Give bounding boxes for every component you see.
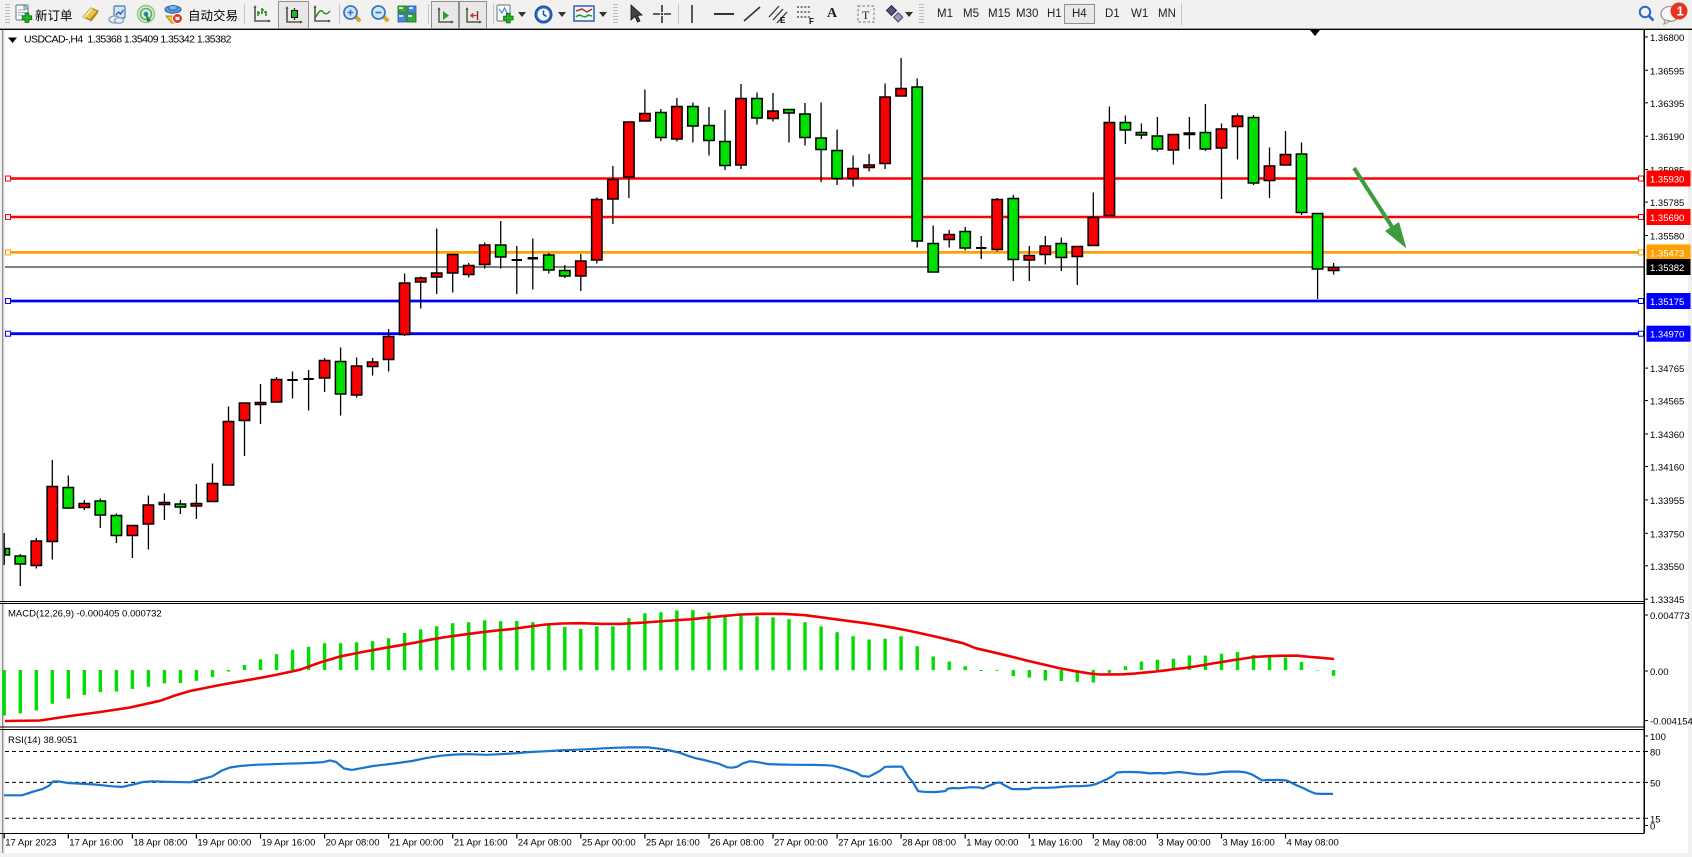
svg-text:1.36595: 1.36595 [1650, 66, 1684, 77]
svg-text:21 Apr 16:00: 21 Apr 16:00 [454, 838, 508, 849]
svg-text:18 Apr 08:00: 18 Apr 08:00 [133, 838, 187, 849]
svg-text:0.004773: 0.004773 [1650, 611, 1690, 622]
svg-text:1.35785: 1.35785 [1650, 198, 1684, 209]
svg-text:80: 80 [1650, 748, 1661, 759]
svg-text:USDCAD-,H4 1.35368 1.35409 1.: USDCAD-,H4 1.35368 1.35409 1.35342 1.353… [24, 34, 232, 46]
svg-text:3 May 16:00: 3 May 16:00 [1223, 838, 1275, 849]
svg-text:24 Apr 08:00: 24 Apr 08:00 [518, 838, 572, 849]
svg-text:27 Apr 00:00: 27 Apr 00:00 [774, 838, 828, 849]
svg-text:1.34360: 1.34360 [1650, 430, 1684, 441]
svg-text:F: F [809, 17, 814, 25]
svg-text:25 Apr 16:00: 25 Apr 16:00 [646, 838, 700, 849]
svg-text:1.33345: 1.33345 [1650, 595, 1684, 606]
svg-text:1.34970: 1.34970 [1650, 330, 1684, 341]
svg-text:1.35175: 1.35175 [1650, 297, 1684, 308]
svg-text:1.35580: 1.35580 [1650, 232, 1684, 243]
svg-text:1.36800: 1.36800 [1650, 33, 1684, 44]
svg-text:1.33550: 1.33550 [1650, 562, 1684, 573]
svg-text:3 May 00:00: 3 May 00:00 [1158, 838, 1210, 849]
svg-text:1 May 16:00: 1 May 16:00 [1030, 838, 1082, 849]
svg-text:1.35382: 1.35382 [1650, 263, 1684, 274]
svg-text:1.34160: 1.34160 [1650, 463, 1684, 474]
svg-text:27 Apr 16:00: 27 Apr 16:00 [838, 838, 892, 849]
svg-text:1.34565: 1.34565 [1650, 397, 1684, 408]
svg-text:1.33955: 1.33955 [1650, 496, 1684, 507]
svg-text:21 Apr 00:00: 21 Apr 00:00 [390, 838, 444, 849]
svg-text:0.00: 0.00 [1650, 667, 1669, 678]
svg-text:1.35930: 1.35930 [1650, 175, 1684, 186]
svg-text:4 May 08:00: 4 May 08:00 [1287, 838, 1339, 849]
svg-text:RSI(14) 38.9051: RSI(14) 38.9051 [8, 735, 78, 746]
svg-text:100: 100 [1650, 732, 1666, 743]
svg-text:T: T [862, 8, 870, 22]
svg-text:20 Apr 08:00: 20 Apr 08:00 [326, 838, 380, 849]
svg-text:2 May 08:00: 2 May 08:00 [1094, 838, 1146, 849]
svg-text:25 Apr 00:00: 25 Apr 00:00 [582, 838, 636, 849]
svg-text:1.35473: 1.35473 [1650, 248, 1684, 259]
svg-text:19 Apr 16:00: 19 Apr 16:00 [262, 838, 316, 849]
svg-text:50: 50 [1650, 778, 1661, 789]
svg-text:1: 1 [1677, 4, 1684, 19]
svg-text:17 Apr 2023: 17 Apr 2023 [5, 838, 56, 849]
svg-text:MACD(12,26,9) -0.000405 0.0007: MACD(12,26,9) -0.000405 0.000732 [8, 609, 162, 620]
svg-text:17 Apr 16:00: 17 Apr 16:00 [69, 838, 123, 849]
svg-text:26 Apr 08:00: 26 Apr 08:00 [710, 838, 764, 849]
svg-text:0: 0 [1650, 822, 1655, 833]
svg-text:1 May 00:00: 1 May 00:00 [966, 838, 1018, 849]
svg-text:1.36395: 1.36395 [1650, 99, 1684, 110]
svg-text:15: 15 [1650, 814, 1661, 825]
svg-text:28 Apr 08:00: 28 Apr 08:00 [902, 838, 956, 849]
svg-text:1.35690: 1.35690 [1650, 213, 1684, 224]
svg-text:-0.004154: -0.004154 [1650, 717, 1692, 728]
svg-text:1.34765: 1.34765 [1650, 364, 1684, 375]
svg-text:19 Apr 00:00: 19 Apr 00:00 [197, 838, 251, 849]
svg-text:1.33750: 1.33750 [1650, 529, 1684, 540]
svg-text:1.36190: 1.36190 [1650, 132, 1684, 143]
svg-text:E: E [780, 16, 786, 25]
